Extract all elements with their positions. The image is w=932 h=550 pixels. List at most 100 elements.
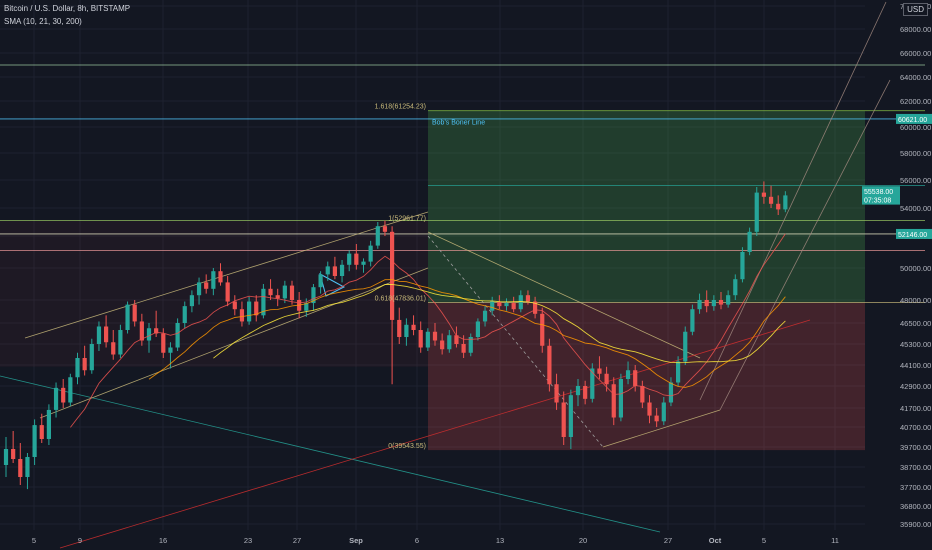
candle-body [11, 449, 16, 459]
candle-body [461, 344, 466, 353]
candle-body [239, 309, 245, 322]
candle-body [175, 323, 180, 348]
candle-body [154, 328, 159, 334]
price-tag [896, 113, 932, 124]
candle-body [654, 415, 659, 422]
fib-profit-zone [428, 110, 865, 303]
price-tick-label: 62000.00 [900, 97, 931, 106]
candle-body [397, 319, 402, 337]
candle-body [111, 342, 116, 355]
candle-body [118, 330, 123, 355]
price-tick-label: 66000.00 [900, 49, 931, 58]
time-tick-label: 9 [78, 536, 82, 545]
candle-body [640, 386, 645, 403]
currency-selector[interactable]: USD [903, 3, 928, 16]
price-tick-label: 64000.00 [900, 73, 931, 82]
candle-body [683, 331, 688, 362]
candle-body [32, 425, 37, 457]
candle-body [368, 245, 373, 262]
price-tick-label: 35900.00 [900, 520, 931, 529]
time-tick-label: 11 [831, 536, 839, 545]
indicator-legend[interactable]: SMA (10, 21, 30, 200) [4, 17, 82, 26]
candle-body [690, 309, 695, 332]
candle-body [497, 301, 502, 307]
fib-loss-zone [428, 302, 865, 451]
candle-body [211, 271, 216, 289]
price-tick-label: 38700.00 [900, 463, 931, 472]
candle-body [275, 295, 280, 299]
candle-body [776, 203, 781, 210]
fib-level-label: 0.618(47836.01) [375, 296, 426, 303]
candle-body [139, 321, 144, 341]
candle-body [382, 226, 388, 232]
price-tag [896, 228, 932, 239]
candle-body [361, 261, 366, 265]
candle-body [68, 377, 73, 403]
candle-body [761, 192, 766, 197]
candle-body [611, 384, 616, 418]
candle-body [668, 382, 674, 403]
candle-body [347, 253, 352, 265]
trend-line [699, 1, 887, 401]
candle-body [597, 368, 602, 374]
price-tick-label: 54000.00 [900, 204, 931, 213]
candle-body [525, 295, 531, 302]
candle-body [311, 287, 316, 304]
candle-body [390, 231, 395, 320]
price-tick-label: 37700.00 [900, 483, 931, 492]
price-tick-label: 46500.00 [900, 319, 931, 328]
time-tick-label: 27 [664, 536, 672, 545]
price-tag-label: 55538.00 [864, 189, 893, 196]
candle-body [325, 266, 330, 275]
candle-body [647, 402, 652, 416]
candle-body [625, 370, 631, 379]
candle-body [711, 300, 716, 307]
candle-body [704, 300, 709, 307]
candle-body [740, 252, 745, 280]
price-tick-label: 40700.00 [900, 423, 931, 432]
candle-body [504, 303, 509, 307]
fib-level-label: 0(39543.55) [388, 443, 426, 450]
candle-body [747, 231, 752, 252]
shade-zone [0, 220, 428, 367]
time-tick-label: 20 [579, 536, 587, 545]
candle-body [490, 301, 495, 311]
time-tick-label: 23 [244, 536, 252, 545]
candle-body [339, 264, 345, 276]
candle-body [633, 370, 638, 386]
price-tick-label: 48000.00 [900, 296, 931, 305]
time-tick-label: 5 [762, 536, 766, 545]
candle-body [404, 324, 409, 337]
candle-body [218, 271, 223, 283]
candle-body [82, 358, 87, 371]
candle-body [247, 301, 252, 322]
candle-body [304, 303, 309, 311]
candle-body [354, 253, 359, 265]
price-tick-label: 42900.00 [900, 382, 931, 391]
candle-body [547, 345, 552, 385]
price-tick-label: 50000.00 [900, 264, 931, 273]
candle-body [411, 324, 416, 330]
candle-body [89, 344, 94, 371]
candle-body [25, 457, 30, 477]
candle-body [375, 226, 380, 246]
candle-body [18, 459, 23, 477]
candle-body [204, 282, 209, 289]
candle-body [432, 331, 438, 341]
candle-body [3, 449, 9, 465]
candle-body [733, 279, 738, 296]
candle-body [189, 295, 194, 307]
time-tick-label: 27 [293, 536, 301, 545]
candle-body [125, 304, 130, 330]
price-tick-label: 56000.00 [900, 176, 931, 185]
candle-body [282, 285, 287, 299]
candle-body [754, 192, 759, 232]
candle-body [511, 303, 516, 310]
candle-body [332, 266, 337, 276]
candle-body [447, 335, 452, 350]
candle-body [96, 326, 102, 344]
time-tick-label: Sep [349, 536, 363, 545]
fib-dashed-line [427, 235, 604, 448]
